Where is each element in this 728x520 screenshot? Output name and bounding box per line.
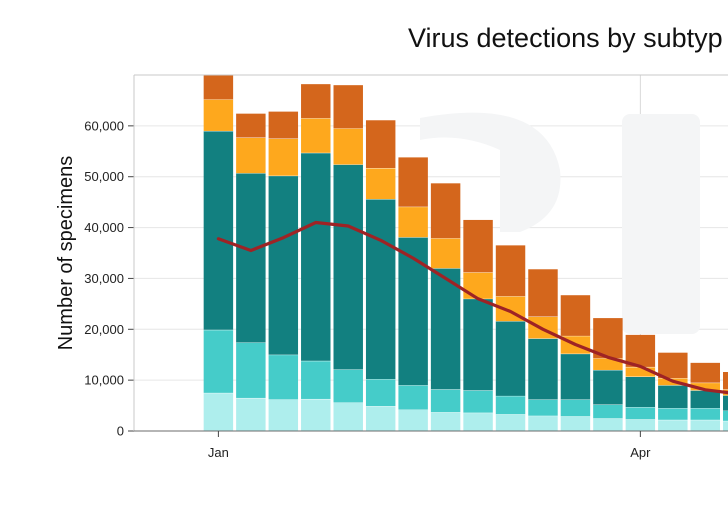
bar-segment	[203, 329, 234, 393]
watermark-logo	[420, 112, 700, 334]
bar-segment	[625, 334, 656, 367]
bar-segment	[398, 237, 428, 386]
bar-segment	[690, 408, 721, 420]
bar-segment	[333, 164, 363, 370]
bar-segment	[723, 395, 728, 411]
x-tick-label: Jan	[208, 445, 229, 460]
bar-segment	[690, 419, 721, 431]
bar-segment	[333, 369, 363, 403]
bar-segment	[365, 406, 396, 431]
bar-segment	[268, 111, 299, 139]
bar-segment	[398, 206, 428, 238]
bar-segment	[268, 175, 299, 355]
bar-segment	[463, 298, 493, 391]
y-tick-label: 40,000	[84, 220, 124, 235]
x-tick-label: Apr	[630, 445, 651, 460]
bar-segment	[430, 183, 461, 239]
bar-segment	[560, 353, 591, 400]
bar-segment	[268, 354, 299, 400]
bar-segment	[690, 382, 721, 391]
bar-segment	[333, 85, 363, 129]
bar-segment	[625, 419, 656, 431]
bar-segment	[236, 342, 266, 398]
trend-line-series	[216, 220, 728, 395]
bar-segment	[625, 366, 656, 377]
bar-segment	[398, 157, 428, 207]
bar-segment	[203, 130, 234, 330]
bar-segment	[463, 412, 493, 431]
bar-segment	[658, 408, 688, 420]
chart-title: Virus detections by subtyp	[408, 23, 723, 53]
bar-segment	[365, 379, 396, 407]
bar-segment	[593, 369, 623, 405]
watermark-shape	[420, 112, 561, 232]
axes: 0 10,000 20,000 30,000 40,000 50,000 60,000 Jan…	[84, 74, 728, 460]
bar-segment	[495, 414, 526, 431]
bar-segment	[236, 137, 266, 174]
bar-segment	[203, 75, 234, 100]
bar-segment	[430, 238, 461, 269]
bar-segment	[723, 372, 728, 390]
bar-segment	[658, 419, 688, 431]
bar-segment	[593, 318, 623, 359]
bar-segment	[430, 412, 461, 431]
y-tick-label: 50,000	[84, 169, 124, 184]
bar-segment	[365, 168, 396, 200]
y-tick-label: 30,000	[84, 271, 124, 286]
bar-segment	[236, 397, 266, 431]
bar-segment	[365, 120, 396, 169]
bar-segment	[690, 390, 721, 409]
bar-segment	[463, 272, 493, 299]
bar-segment	[625, 407, 656, 420]
bar-segment	[301, 84, 331, 119]
bar-segment	[398, 409, 428, 431]
bar-segment	[495, 245, 526, 297]
bar-segment	[301, 360, 331, 399]
bar-segment	[495, 395, 526, 415]
bar-segment	[430, 268, 461, 390]
bar-segment	[203, 392, 234, 431]
bar-segment	[560, 416, 591, 431]
bar-segment	[593, 358, 623, 370]
bar-segment	[203, 99, 234, 131]
bar-segment	[723, 420, 728, 431]
bar-segment	[658, 352, 688, 379]
bar-segment	[333, 128, 363, 165]
bar-segment	[365, 199, 396, 380]
bar-segment	[495, 321, 526, 396]
bar-segment	[593, 418, 623, 431]
bar-segment	[268, 399, 299, 431]
bar-segment	[560, 399, 591, 417]
bar-segment	[528, 269, 558, 317]
y-tick-label: 60,000	[84, 118, 124, 133]
y-tick-label: 10,000	[84, 373, 124, 388]
bar-segment	[236, 113, 266, 138]
bar-segment	[236, 173, 266, 343]
y-axis-label: Number of specimens	[55, 156, 77, 351]
bar-segment	[398, 385, 428, 410]
bar-segment	[333, 402, 363, 431]
bar-segment	[268, 138, 299, 176]
trend-line	[216, 220, 728, 395]
bar-segment	[625, 376, 656, 408]
bar-segment	[301, 118, 331, 153]
bar-segment	[528, 399, 558, 416]
bar-segment	[528, 415, 558, 431]
y-tick-label: 0	[117, 424, 124, 439]
bar-segment	[301, 398, 331, 431]
bar-segment	[301, 152, 331, 361]
bar-segment	[690, 362, 721, 383]
bar-segment	[593, 404, 623, 419]
bar-segment	[528, 338, 558, 400]
bar-segment	[463, 390, 493, 413]
bar-segment	[560, 295, 591, 336]
bar-segment	[723, 410, 728, 421]
bar-segment	[430, 389, 461, 413]
watermark-shape	[622, 114, 700, 334]
bar-segment	[658, 385, 688, 409]
y-tick-label: 20,000	[84, 322, 124, 337]
bar-segment	[463, 219, 493, 273]
